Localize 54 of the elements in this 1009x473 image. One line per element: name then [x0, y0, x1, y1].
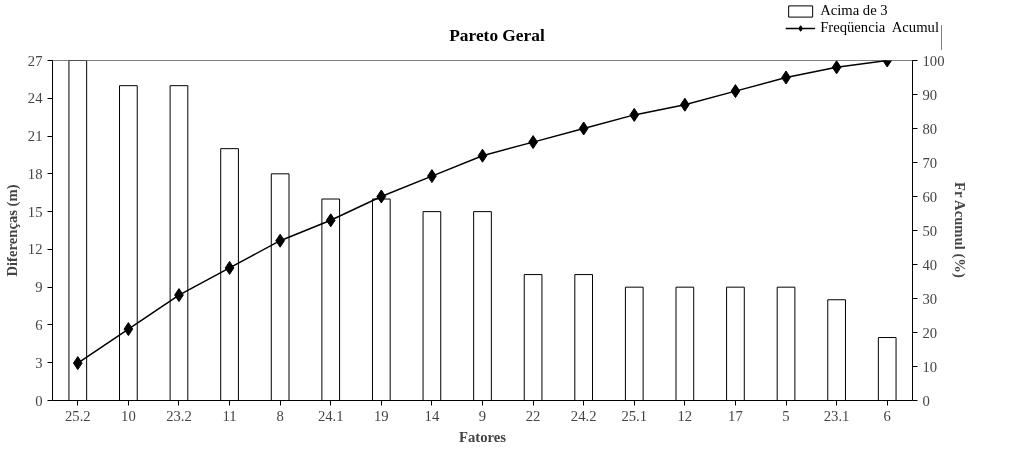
y-tick-label: 21 — [27, 128, 43, 145]
point — [477, 148, 488, 163]
x-tick-label: 24.2 — [570, 407, 597, 424]
y-tick-label: 6 — [35, 316, 43, 333]
y2-tick-label: 80 — [922, 120, 938, 137]
y2-tick-label: 50 — [922, 222, 938, 239]
x-tick-label: 17 — [728, 407, 743, 424]
legend-label: Acima de 3 — [820, 2, 888, 19]
y2-tick-label: 30 — [922, 290, 938, 307]
point — [831, 60, 842, 75]
y2-tick-label: 10 — [922, 358, 938, 375]
point — [376, 189, 387, 204]
y2-tick-label: 60 — [922, 188, 938, 205]
x-tick-label: 14 — [424, 407, 440, 424]
x-tick-label: 24.1 — [317, 407, 344, 424]
x-tick-label: 23.2 — [166, 407, 192, 424]
y2-axis-title: Fr Acumul (%) — [951, 182, 969, 278]
x-tick-label: 22 — [525, 407, 541, 424]
y-tick-label: 27 — [27, 52, 43, 69]
x-tick-label: 19 — [374, 407, 389, 424]
y-tick-label: 3 — [35, 354, 43, 371]
y-tick-label: 24 — [27, 90, 44, 107]
y2-tick-label: 100 — [922, 52, 945, 69]
x-tick-label: 6 — [883, 407, 891, 424]
y-axis-title: Diferenças (m) — [3, 184, 21, 277]
y2-tick-label: 40 — [922, 256, 938, 273]
y-tick-label: 9 — [35, 279, 43, 296]
y2-tick-label: 20 — [922, 324, 938, 341]
x-tick-label: 5 — [782, 407, 790, 424]
point — [72, 356, 83, 371]
point — [224, 260, 235, 275]
point — [123, 322, 134, 337]
y2-tick-label: 70 — [922, 154, 938, 171]
y-tick-label: 15 — [27, 203, 43, 220]
x-tick-label: 23.1 — [823, 407, 850, 424]
point — [325, 213, 336, 228]
point — [730, 84, 741, 99]
y2-tick-label: 0 — [922, 392, 930, 409]
point — [629, 107, 640, 122]
x-tick-label: 25.1 — [621, 407, 648, 424]
x-axis-title: Fatores — [459, 428, 507, 445]
x-tick-label: 11 — [222, 407, 237, 424]
point — [578, 121, 589, 136]
x-tick-label: 25.2 — [64, 407, 91, 424]
legend-label: Freqüencia Acumul — [820, 19, 939, 36]
y-tick-label: 18 — [27, 165, 43, 182]
x-tick-label: 10 — [121, 407, 136, 424]
x-tick-label: 12 — [677, 407, 693, 424]
y2-tick-label: 90 — [922, 86, 938, 103]
x-tick-label: 9 — [478, 407, 487, 424]
x-tick-label: 8 — [276, 407, 284, 424]
chart-title: Pareto Geral — [449, 26, 545, 45]
y-tick-label: 0 — [35, 392, 43, 409]
y-tick-label: 12 — [27, 241, 43, 258]
